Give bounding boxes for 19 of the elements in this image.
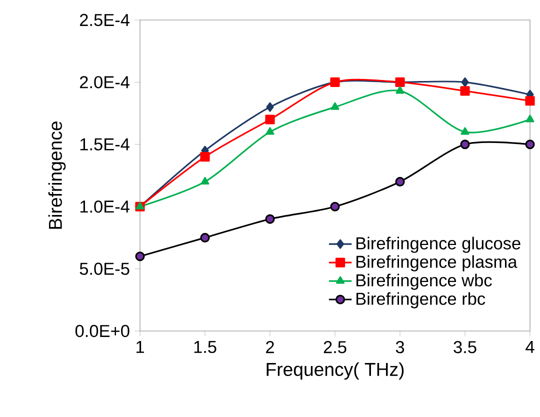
x-tick-label: 4 (526, 341, 534, 353)
y-tick-label: 2.5E-4 (80, 14, 130, 26)
legend-label: Birefringence rbc (356, 292, 486, 308)
y-tick-label: 1.5E-4 (80, 138, 130, 150)
legend-label: Birefringence wbc (356, 274, 492, 290)
x-axis-title: Frequency( THz) (266, 362, 404, 380)
x-tick-label: 2 (266, 341, 274, 354)
y-axis-title: Birefringence (48, 122, 66, 229)
x-tick-label: 1.5 (194, 341, 216, 354)
y-tick-label: 2.0E-4 (80, 76, 130, 88)
y-tick-label: 5.0E-5 (80, 262, 130, 275)
y-tick-label: 1.0E-4 (80, 200, 130, 213)
legend-label: Birefringence glucose (356, 236, 520, 253)
y-tick-label: 0.0E+0 (75, 324, 130, 338)
x-tick-label: 3.5 (454, 341, 476, 354)
x-tick-label: 3 (396, 341, 404, 354)
x-tick-label: 2.5 (324, 341, 346, 354)
legend-label: Birefringence plasma (356, 255, 518, 272)
x-tick-label: 1 (136, 341, 144, 353)
